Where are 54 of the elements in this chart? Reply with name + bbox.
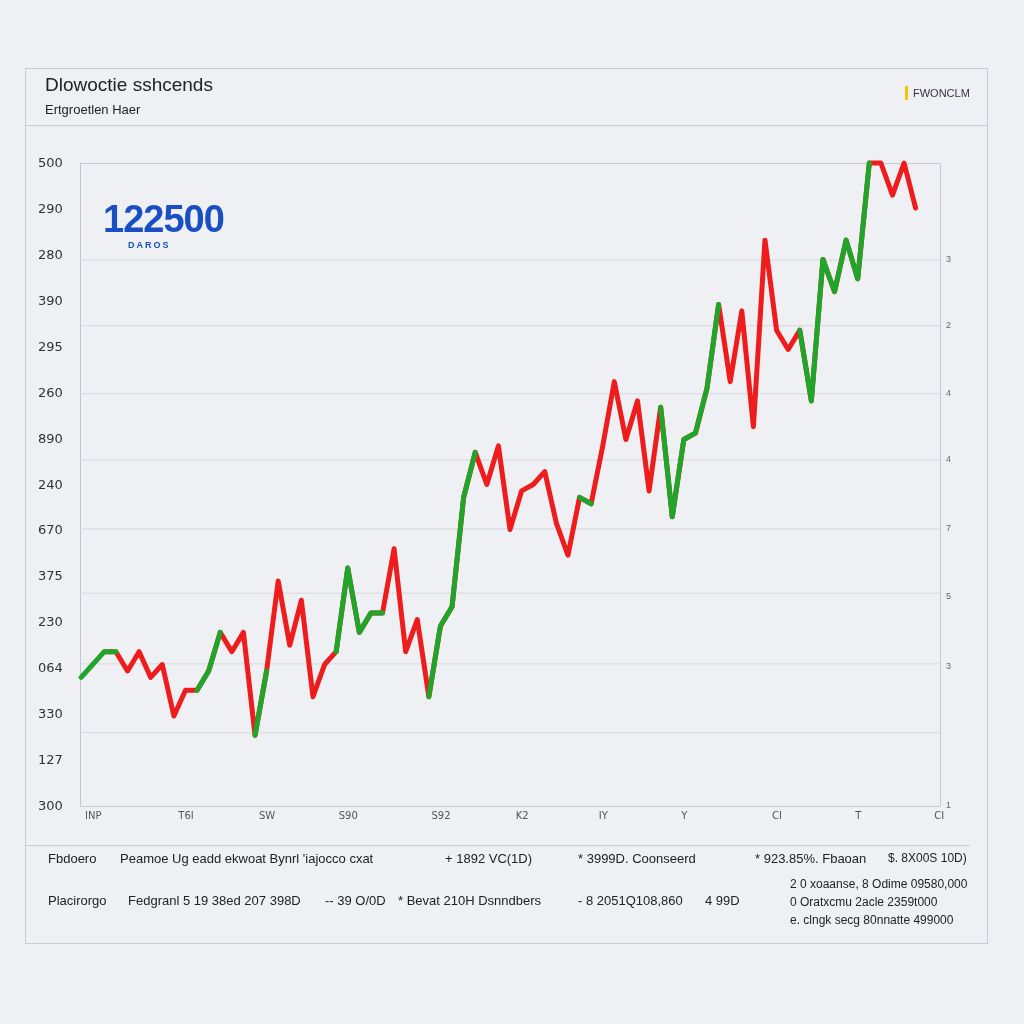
text: 4 bbox=[946, 388, 952, 398]
text: 1 bbox=[946, 800, 952, 810]
chart-subtitle: Ertgroetlen Haer bbox=[45, 102, 141, 117]
text: Placirorgo bbox=[48, 893, 107, 908]
x-tick-label: IY bbox=[598, 809, 609, 821]
text: 300 bbox=[38, 798, 63, 814]
chart-title: Dlowoctie sshcends bbox=[45, 74, 213, 96]
text: - 8 2051Q108,860 bbox=[578, 893, 683, 908]
text: 230 bbox=[38, 614, 63, 630]
text: Peamoe Ug eadd ekwoat Bynrl 'iajocco cxat bbox=[120, 851, 374, 866]
text: 2 bbox=[946, 320, 952, 330]
text: 5 bbox=[946, 591, 952, 601]
text: Fedgranl 5 19 38ed 207 398D bbox=[128, 893, 301, 908]
text: 500 bbox=[38, 155, 63, 170]
text: 280 bbox=[38, 246, 63, 262]
text: * 3999D. Coonseerd bbox=[578, 851, 696, 866]
text: $. 8X00S 10D) bbox=[888, 851, 967, 865]
text: * Bevat 210H Dsnndbers bbox=[398, 893, 542, 908]
text: 3 bbox=[946, 661, 952, 671]
text: 670 bbox=[38, 522, 63, 538]
text: 330 bbox=[38, 706, 63, 722]
text: 295 bbox=[38, 338, 63, 354]
text: 064 bbox=[38, 660, 63, 676]
x-tick-label: Y bbox=[680, 809, 689, 821]
x-tick-label: T bbox=[854, 809, 863, 821]
text: 3 bbox=[946, 254, 952, 264]
text: 2 0 xoaanse, 8 Odime 09580,000 bbox=[790, 877, 968, 891]
text: 7 bbox=[946, 523, 952, 533]
text: 4 bbox=[946, 454, 952, 464]
x-tick-label: SW bbox=[258, 809, 276, 821]
text: 890 bbox=[38, 430, 63, 446]
x-tick-label: CI bbox=[772, 809, 783, 821]
x-tick-label: INP bbox=[85, 809, 102, 821]
x-tick-label: T6I bbox=[177, 809, 194, 821]
text: 0 Oratxcmu 2acle 2359t000 bbox=[790, 895, 938, 909]
text: 375 bbox=[38, 568, 63, 584]
text: 290 bbox=[38, 200, 63, 216]
x-tick-label: CI bbox=[934, 809, 945, 821]
annotation: DAROS bbox=[128, 240, 171, 250]
text: Fbdoero bbox=[48, 851, 97, 866]
text: e. clngk secg 80nnatte 499000 bbox=[790, 913, 954, 927]
text: -- 39 O/0D bbox=[325, 893, 386, 908]
x-tick-label: S92 bbox=[431, 809, 451, 821]
text: 260 bbox=[38, 384, 63, 400]
text: 390 bbox=[38, 292, 63, 308]
x-tick-label: S90 bbox=[338, 809, 358, 821]
text: 240 bbox=[38, 476, 63, 492]
x-tick-label: K2 bbox=[515, 809, 529, 821]
text: FWONCLM bbox=[913, 87, 970, 99]
text: + 1892 VC(1D) bbox=[445, 851, 533, 866]
text: * 923.85%. Fbaoan bbox=[755, 851, 867, 866]
annotation: 122500 bbox=[103, 198, 224, 241]
text: 127 bbox=[38, 752, 63, 768]
text: 4 99D bbox=[705, 893, 740, 908]
